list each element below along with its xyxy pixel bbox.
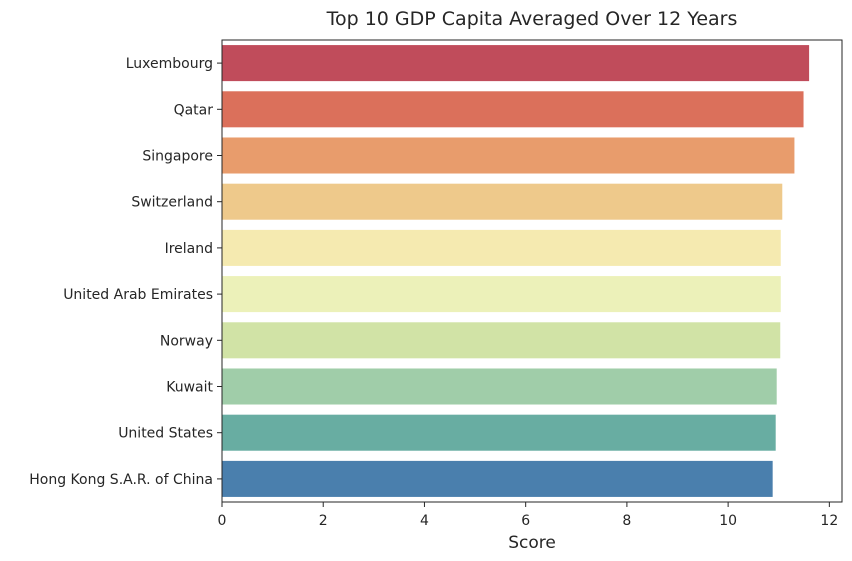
bar-4	[222, 229, 781, 266]
bar-1	[222, 91, 804, 128]
y-tick-label: Qatar	[174, 102, 214, 118]
y-tick-label: United States	[118, 426, 213, 442]
x-tick-label: 6	[521, 513, 530, 529]
x-tick-label: 0	[218, 513, 227, 529]
y-axis: Luxembourg Qatar Singapore Switzerland Irela…	[29, 56, 222, 488]
y-tick-label: Hong Kong S.A.R. of China	[29, 472, 213, 488]
bars-layer	[222, 45, 810, 497]
x-tick-label: 2	[319, 513, 328, 529]
plot-frame	[221, 39, 843, 503]
bar-2	[222, 137, 795, 174]
bar-6	[222, 322, 781, 359]
y-tick-label: Ireland	[165, 241, 213, 257]
x-tick-label: 4	[420, 513, 429, 529]
x-axis-label: Score	[508, 533, 556, 553]
bar-9	[222, 460, 773, 497]
chart-title: Top 10 GDP Capita Averaged Over 12 Years	[326, 8, 738, 30]
y-tick-label: Kuwait	[166, 380, 213, 396]
bar-7	[222, 368, 777, 405]
x-tick-label: 10	[719, 513, 737, 529]
x-tick-label: 12	[820, 513, 838, 529]
bar-5	[222, 276, 781, 313]
bar-0	[222, 45, 810, 82]
y-tick-label: Norway	[160, 333, 213, 349]
y-tick-label: Switzerland	[131, 195, 213, 211]
y-tick-label: United Arab Emirates	[63, 287, 213, 303]
x-axis: 0 2 4 6 8 10 12	[218, 502, 838, 529]
bar-8	[222, 414, 776, 451]
bar-3	[222, 183, 783, 220]
y-tick-label: Singapore	[142, 149, 213, 165]
y-tick-label: Luxembourg	[126, 56, 213, 72]
x-tick-label: 8	[622, 513, 631, 529]
